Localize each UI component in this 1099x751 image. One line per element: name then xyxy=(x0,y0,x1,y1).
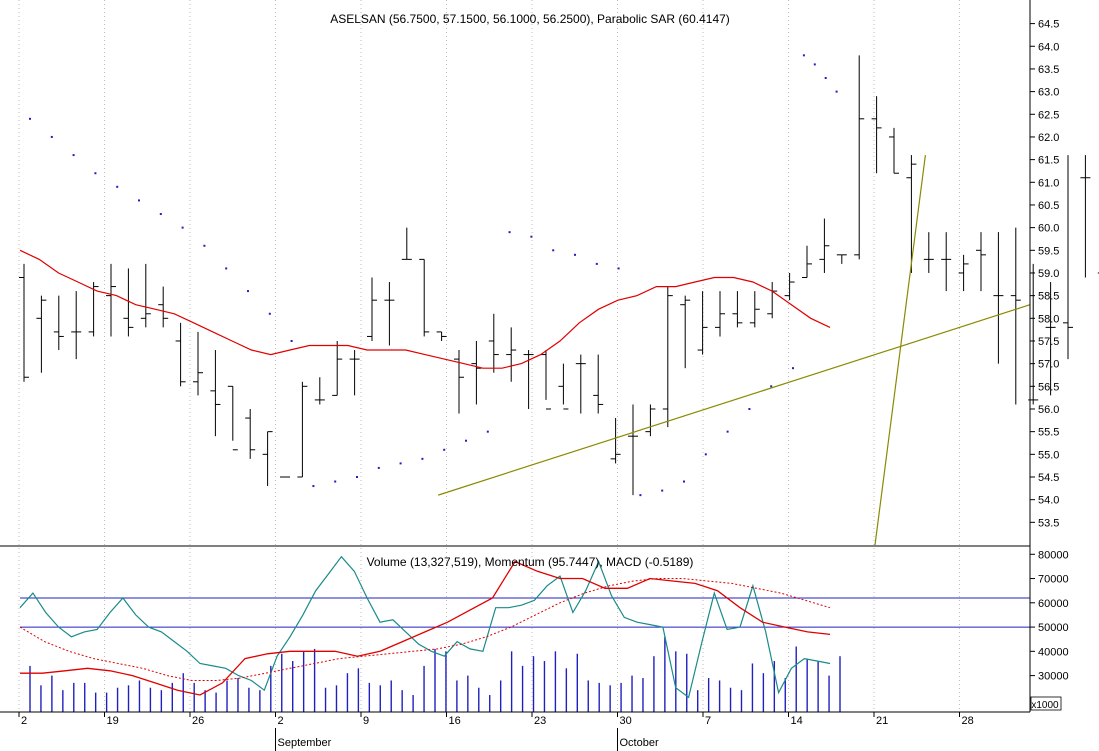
price-panel-title: ASELSAN (56.7500, 57.1500, 56.1000, 56.2… xyxy=(330,12,730,26)
month-label: October xyxy=(620,737,659,749)
y-tick-label: 80000 xyxy=(1038,549,1069,561)
x-tick-label: 16 xyxy=(449,715,461,727)
y-tick-label: 63.0 xyxy=(1038,87,1059,99)
y-tick-label: 60.5 xyxy=(1038,200,1059,212)
sar-dot xyxy=(94,172,97,175)
y-tick-label: 61.5 xyxy=(1038,155,1059,167)
sar-dot xyxy=(116,185,119,188)
x-tick-label: 19 xyxy=(107,715,119,727)
x-tick-label: 23 xyxy=(534,715,546,727)
x-tick-label: 2 xyxy=(21,715,27,727)
sar-dot xyxy=(835,90,838,93)
sar-dot xyxy=(552,249,555,252)
x-tick-label: 28 xyxy=(962,715,974,727)
macd-line xyxy=(20,560,831,696)
sar-dot xyxy=(290,339,293,342)
sar-dot xyxy=(617,267,620,270)
macd-signal-line xyxy=(19,578,831,681)
sar-dot xyxy=(508,231,511,234)
sar-dot xyxy=(225,267,228,270)
sar-dot xyxy=(203,244,206,247)
sar-dot xyxy=(465,439,467,442)
sar-dot xyxy=(312,485,315,488)
y-tick-label: 64.0 xyxy=(1038,41,1059,53)
sar-dot xyxy=(50,135,53,138)
y-tick-label: 62.0 xyxy=(1038,132,1059,144)
sar-dot xyxy=(334,480,337,483)
y-tick-label: 59.0 xyxy=(1038,268,1059,280)
y-tick-label: 70000 xyxy=(1038,574,1069,586)
sar-dot xyxy=(181,226,184,229)
y-tick-label: 61.0 xyxy=(1038,177,1059,189)
y-tick-label: 30000 xyxy=(1038,671,1069,683)
y-tick-label: 56.5 xyxy=(1038,381,1059,393)
y-tick-label: 57.5 xyxy=(1038,336,1059,348)
sar-dot xyxy=(268,312,271,315)
sar-dot xyxy=(138,199,140,202)
y-tick-label: 58.5 xyxy=(1038,291,1059,303)
x-tick-label: 30 xyxy=(620,715,632,727)
y-tick-label: 64.5 xyxy=(1038,19,1059,31)
unit-label: x1000 xyxy=(1031,700,1059,711)
unit-label-box xyxy=(1030,696,1062,711)
trendline xyxy=(874,155,926,546)
x-tick-label: 14 xyxy=(791,715,803,727)
axes: 53.5 54.0 54.5 55.0 55.5 56.0 56.5 57.0 57.5 58.0… xyxy=(0,0,1069,751)
moving-average-line xyxy=(19,249,831,369)
sar-dot xyxy=(748,407,751,410)
y-tick-label: 53.5 xyxy=(1038,517,1059,529)
sar-dot xyxy=(574,253,576,256)
y-tick-label: 50000 xyxy=(1038,622,1069,634)
sar-dot xyxy=(356,475,358,478)
y-tick-label: 57.0 xyxy=(1038,359,1059,371)
vertical-gridlines xyxy=(18,0,960,712)
sar-dot xyxy=(595,262,598,265)
sar-dot xyxy=(726,430,729,433)
y-tick-label: 59.5 xyxy=(1038,245,1059,257)
x-tick-label: 7 xyxy=(705,715,711,727)
sar-dot xyxy=(486,430,489,433)
sar-dot xyxy=(247,290,249,293)
sar-dot xyxy=(824,77,827,80)
y-tick-label: 54.0 xyxy=(1038,495,1059,507)
sar-dot xyxy=(421,457,424,460)
y-tick-label: 55.0 xyxy=(1038,449,1059,461)
sar-dot xyxy=(399,462,402,465)
y-tick-label: 54.5 xyxy=(1038,472,1059,484)
sar-dot xyxy=(704,453,707,456)
indicator-panel-title: Volume (13,327,519), Momentum (95.7447),… xyxy=(367,555,694,569)
sar-dot xyxy=(72,154,75,157)
x-tick-label: 21 xyxy=(876,715,888,727)
sar-dot xyxy=(530,235,533,238)
y-tick-label: 60.0 xyxy=(1038,223,1059,235)
price-panel xyxy=(19,54,1099,546)
x-tick-label: 9 xyxy=(363,715,369,727)
sar-dot xyxy=(377,466,380,469)
trendline xyxy=(438,304,1031,496)
x-tick-label: 26 xyxy=(192,715,204,727)
sar-dot xyxy=(813,63,816,66)
y-tick-label: 60000 xyxy=(1038,598,1069,610)
sar-dot xyxy=(683,480,685,483)
y-tick-label: 56.0 xyxy=(1038,404,1059,416)
sar-dot xyxy=(639,494,642,497)
x-tick-label: 2 xyxy=(278,715,284,727)
indicator-panel xyxy=(19,555,1030,712)
y-tick-label: 40000 xyxy=(1038,646,1069,658)
sar-dot xyxy=(802,54,805,57)
sar-dot xyxy=(29,117,31,120)
y-tick-label: 58.0 xyxy=(1038,313,1059,325)
month-label: September xyxy=(278,737,332,749)
sar-dot xyxy=(792,367,794,370)
momentum-line xyxy=(19,555,831,699)
sar-dot xyxy=(770,385,773,388)
sar-dot xyxy=(443,448,446,451)
sar-dot xyxy=(661,489,664,492)
sar-dot xyxy=(159,213,162,216)
y-tick-label: 63.5 xyxy=(1038,64,1059,76)
y-tick-label: 55.5 xyxy=(1038,427,1059,439)
y-tick-label: 62.5 xyxy=(1038,109,1059,121)
